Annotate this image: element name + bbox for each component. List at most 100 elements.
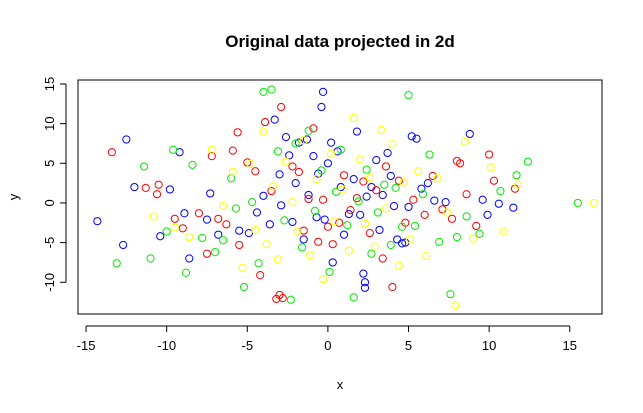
data-point (302, 135, 312, 144)
data-point (339, 171, 349, 180)
data-point (418, 190, 428, 199)
plot-frame (77, 79, 603, 315)
data-point (377, 125, 386, 135)
data-point (489, 176, 499, 185)
data-point (273, 147, 283, 156)
data-point (391, 183, 400, 192)
data-point (304, 190, 313, 200)
data-point (375, 225, 384, 235)
data-point (327, 138, 336, 147)
data-point (523, 157, 532, 166)
data-point (343, 221, 352, 230)
data-point (239, 282, 249, 292)
data-point (149, 212, 158, 221)
data-point (112, 259, 121, 268)
data-point (214, 230, 223, 239)
data-point (407, 132, 416, 141)
data-point (165, 185, 174, 194)
data-point (360, 283, 370, 292)
data-point (381, 162, 391, 171)
data-point (386, 240, 395, 250)
data-point (293, 227, 302, 236)
data-point (312, 175, 321, 184)
data-point (259, 191, 268, 200)
data-point (304, 194, 313, 204)
data-point (433, 174, 442, 183)
data-point (268, 182, 278, 191)
data-point (152, 190, 162, 199)
x-tick-label: 5 (405, 338, 412, 353)
data-point (435, 237, 444, 246)
data-point (417, 184, 426, 193)
data-point (370, 242, 379, 251)
data-point (260, 117, 270, 127)
data-point (294, 167, 303, 177)
data-point (285, 151, 294, 160)
data-point (278, 294, 287, 303)
data-point (323, 159, 333, 168)
data-point (185, 232, 194, 242)
data-point (338, 185, 347, 194)
data-point (475, 229, 484, 238)
data-point (202, 249, 212, 258)
data-point (219, 236, 228, 245)
data-point (378, 190, 387, 200)
data-point (399, 178, 408, 187)
data-point (359, 269, 368, 278)
data-point (251, 225, 260, 235)
data-point (499, 227, 508, 236)
data-point (304, 126, 313, 135)
data-point (170, 223, 179, 232)
data-point (317, 166, 326, 175)
data-point (365, 228, 374, 238)
data-point (452, 232, 461, 242)
data-point (425, 150, 434, 159)
data-point (181, 268, 191, 277)
x-tick-label: -5 (242, 338, 254, 353)
data-point (589, 198, 599, 208)
data-point (235, 240, 244, 250)
data-point (388, 140, 397, 149)
y-tick-label: -5 (42, 237, 57, 249)
data-point (178, 224, 187, 233)
data-point (323, 222, 333, 231)
data-point (227, 174, 236, 183)
data-point (262, 240, 271, 249)
data-point (362, 165, 371, 174)
data-point (346, 205, 355, 215)
data-point (248, 198, 257, 207)
data-point (246, 159, 255, 169)
data-point (514, 180, 523, 189)
y-tick-label: 0 (42, 199, 57, 206)
data-point (207, 145, 216, 154)
data-point (420, 210, 429, 219)
data-point (397, 239, 407, 248)
data-point (443, 208, 452, 217)
data-point (412, 134, 421, 143)
data-point (180, 209, 189, 218)
data-point (140, 162, 149, 171)
y-tick-label: 5 (42, 160, 57, 167)
data-point (468, 234, 478, 243)
data-point (327, 149, 336, 158)
x-tick-label: 15 (563, 338, 577, 353)
data-point (265, 220, 274, 229)
data-point (291, 139, 300, 148)
data-point (512, 171, 521, 180)
data-point (359, 177, 368, 186)
data-point (198, 233, 207, 242)
y-tick-label: 10 (42, 116, 57, 130)
data-point (465, 129, 474, 139)
data-point (93, 217, 102, 226)
data-point (404, 202, 413, 212)
data-point (252, 208, 262, 217)
data-point (280, 216, 289, 225)
data-point (294, 138, 303, 147)
data-point (288, 198, 297, 207)
data-point (509, 203, 518, 212)
data-point (309, 152, 318, 161)
data-point (122, 135, 131, 144)
data-point (238, 263, 247, 273)
data-point (214, 214, 223, 223)
y-axis-label: y (6, 193, 21, 200)
